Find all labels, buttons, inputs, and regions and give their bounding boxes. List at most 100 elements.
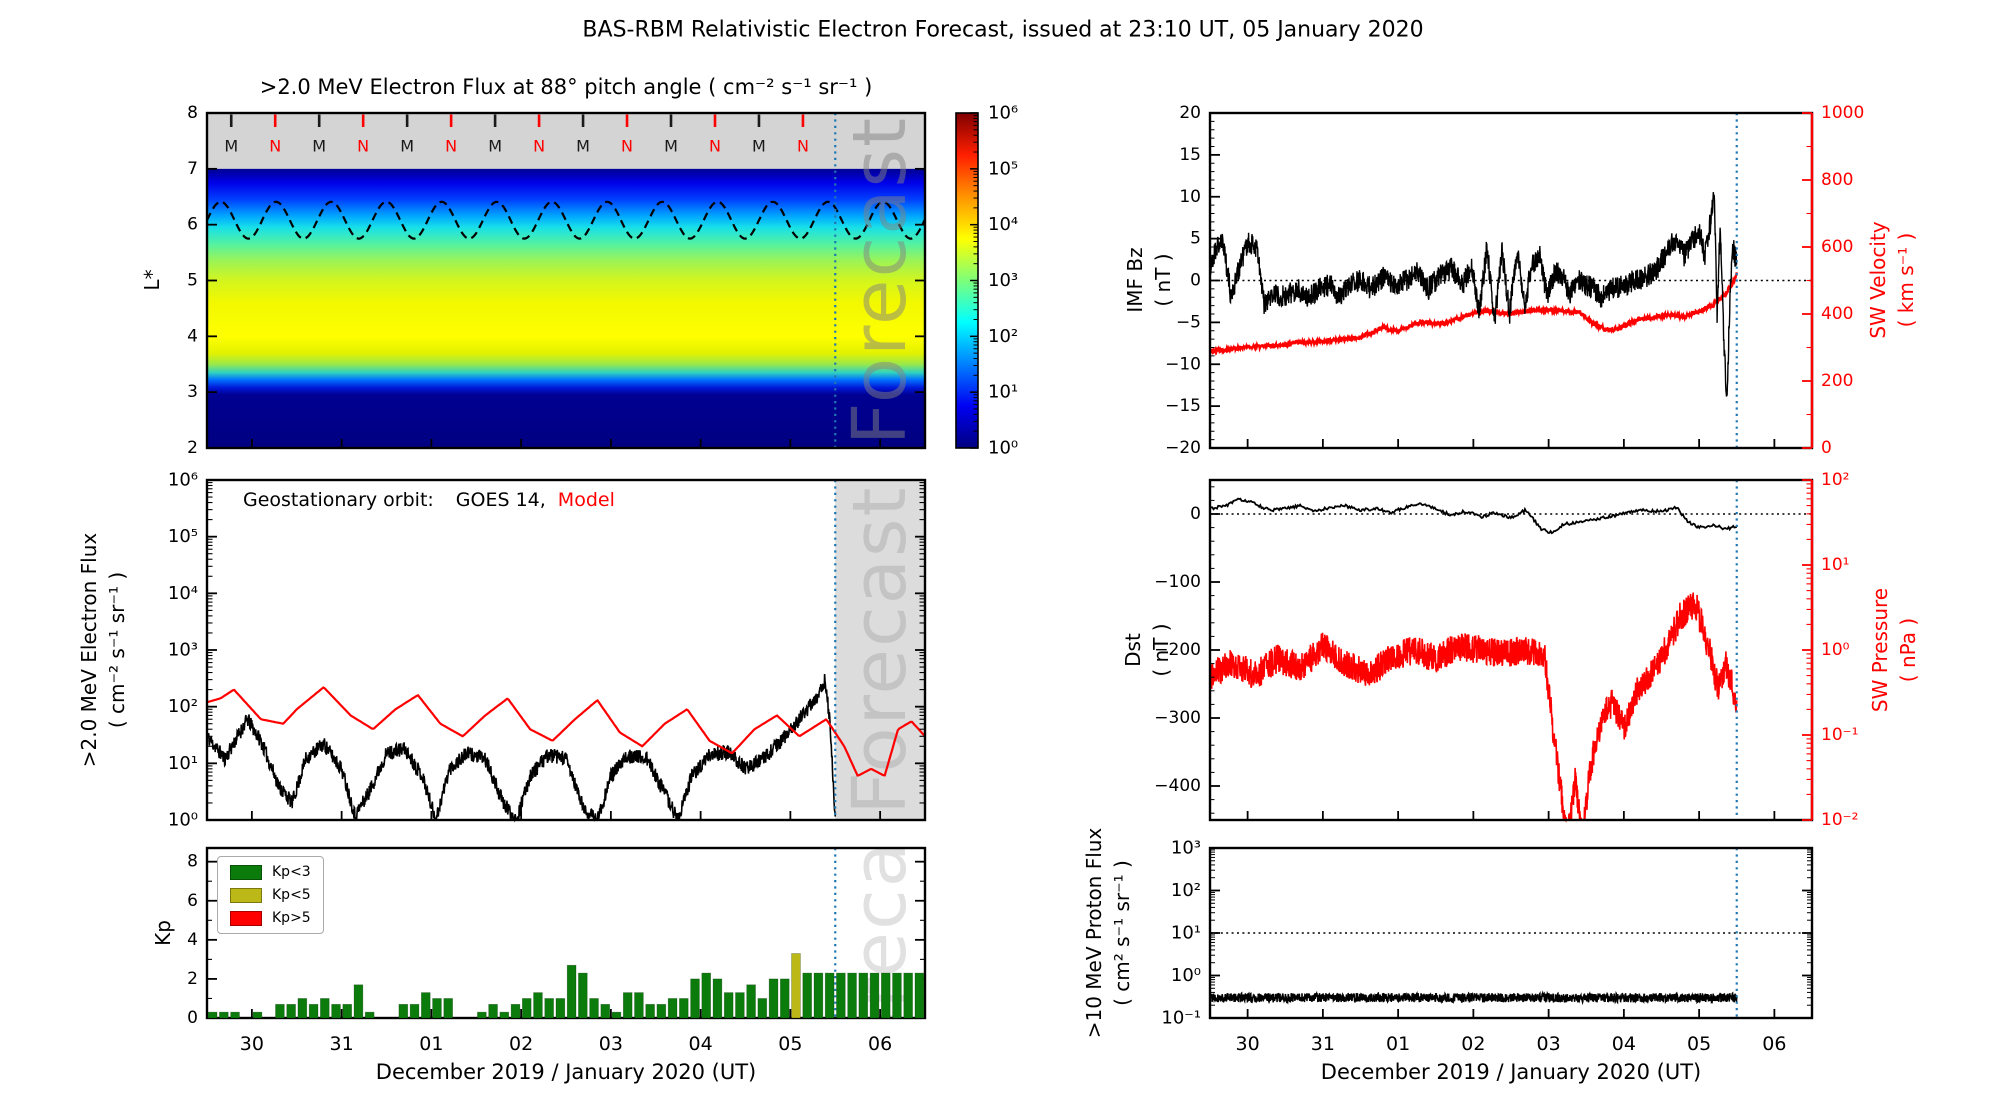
dst-ylabel: Dst ( nT ) <box>1119 623 1175 676</box>
kp-bar <box>589 998 599 1019</box>
svg-text:8: 8 <box>187 103 198 123</box>
kp-bar <box>510 1003 521 1019</box>
svg-text:M: M <box>400 137 414 156</box>
sw-pressure-ylabel: SW Pressure ( nPa ) <box>1866 588 1922 712</box>
svg-text:31: 31 <box>1311 1033 1335 1055</box>
sw-pressure-ylabel-line2: ( nPa ) <box>1896 617 1920 683</box>
svg-text:N: N <box>797 137 809 156</box>
kp-bar <box>499 1011 510 1019</box>
kp-bar <box>836 972 846 1019</box>
svg-text:−15: −15 <box>1165 396 1201 416</box>
kp-bar <box>880 972 891 1019</box>
svg-text:10³: 10³ <box>988 270 1018 291</box>
electron-flux-panel: Forecast 10⁶ 10⁵ 10⁴ 10³ 10² 10¹ 10⁰ <box>168 470 927 831</box>
svg-text:3: 3 <box>187 382 198 402</box>
kp-bar <box>645 1003 655 1019</box>
svg-text:8: 8 <box>187 852 198 872</box>
kp-bar <box>858 972 869 1019</box>
svg-text:−10: −10 <box>1165 354 1201 374</box>
svg-text:20: 20 <box>1179 103 1201 123</box>
svg-text:10⁵: 10⁵ <box>168 526 198 547</box>
kp-bar <box>364 1011 375 1019</box>
kp-bar <box>353 984 364 1019</box>
kp-bar <box>656 1003 667 1019</box>
svg-text:6: 6 <box>187 891 198 911</box>
imf-ylabel-line1: IMF Bz <box>1123 247 1147 313</box>
kp-bar <box>634 992 644 1019</box>
svg-text:04: 04 <box>1612 1033 1636 1055</box>
kp-bar <box>275 1003 285 1019</box>
goes-track-line <box>206 200 926 240</box>
svg-text:N: N <box>357 137 369 156</box>
kp-bar <box>723 992 734 1019</box>
colorbar: 10⁶ 10⁵ 10⁴ 10³ 10² 10¹ 10⁰ <box>955 103 1018 459</box>
kp-bar <box>712 978 723 1019</box>
kp-bar <box>679 998 689 1019</box>
goes-legend: Geostationary orbit: GOES 14, Model <box>243 489 615 511</box>
svg-text:0: 0 <box>1190 504 1201 524</box>
svg-text:10⁰: 10⁰ <box>168 810 198 831</box>
svg-text:N: N <box>709 137 721 156</box>
svg-text:2: 2 <box>187 438 198 458</box>
kp-legend-item: Kp>5 <box>230 910 311 926</box>
kp-bar <box>746 984 756 1019</box>
kp-bar <box>757 998 768 1019</box>
kp-bar <box>622 992 633 1019</box>
svg-text:06: 06 <box>1762 1033 1786 1055</box>
electron-flux-ylabel-line1: >2.0 MeV Electron Flux <box>77 532 101 768</box>
svg-text:4: 4 <box>187 930 198 950</box>
svg-text:02: 02 <box>1461 1033 1485 1055</box>
svg-text:0: 0 <box>187 1008 198 1028</box>
svg-text:10²: 10² <box>1171 880 1201 901</box>
svg-text:−100: −100 <box>1154 572 1201 592</box>
kp-bar <box>566 964 577 1019</box>
kp-bar <box>308 1003 319 1019</box>
kp-bar <box>432 998 442 1019</box>
svg-text:30: 30 <box>240 1033 264 1055</box>
svg-text:7: 7 <box>187 159 198 179</box>
svg-text:5: 5 <box>187 271 198 291</box>
svg-text:10⁵: 10⁵ <box>988 158 1018 179</box>
panel-border <box>205 846 927 1020</box>
svg-text:10⁰: 10⁰ <box>1821 640 1850 660</box>
svg-text:10¹: 10¹ <box>1171 923 1201 944</box>
svg-text:10¹: 10¹ <box>168 753 198 774</box>
goes-legend-satellite: GOES 14, <box>455 489 546 511</box>
kp-bar <box>667 998 678 1019</box>
svg-text:M: M <box>224 137 238 156</box>
kp-legend-swatch <box>230 910 262 926</box>
model-series <box>206 686 926 777</box>
kp-bar <box>320 998 330 1019</box>
kp-bar <box>342 1003 352 1019</box>
svg-text:10¹: 10¹ <box>1821 555 1849 575</box>
svg-text:200: 200 <box>1821 371 1853 391</box>
imf-bz-series <box>1209 192 1738 397</box>
sw-velocity-ylabel: SW Velocity ( km s⁻¹ ) <box>1864 221 1920 338</box>
svg-text:10⁶: 10⁶ <box>988 103 1018 124</box>
svg-text:600: 600 <box>1821 237 1853 257</box>
kp-ylabel: Kp <box>151 920 175 946</box>
imf-panel: 20 15 10 5 0 −5 −10 −15 −20 1000 800 600 400 200 0 <box>1165 103 1864 458</box>
dst-series <box>1209 497 1738 535</box>
svg-text:04: 04 <box>689 1033 713 1055</box>
xaxis-label-left: December 2019 / January 2020 (UT) <box>375 1060 757 1084</box>
kp-legend-swatch <box>230 887 262 903</box>
svg-text:6: 6 <box>187 215 198 235</box>
kp-bar <box>488 1003 498 1019</box>
proton-panel: 10³ 10² 10¹ 10⁰ 10⁻¹ 30 31 01 02 03 04 05 06 <box>1161 838 1814 1055</box>
svg-text:4: 4 <box>187 326 198 346</box>
svg-text:0: 0 <box>1821 438 1832 458</box>
kp-bar <box>780 978 790 1019</box>
svg-text:−20: −20 <box>1165 438 1201 458</box>
proton-ylabel-line2: ( cm² s⁻¹ sr⁻¹ ) <box>1110 860 1134 1006</box>
svg-text:10⁻¹: 10⁻¹ <box>1161 1008 1201 1029</box>
kp-bar <box>690 978 700 1019</box>
flux-heatmap <box>207 168 925 449</box>
heatmap-title: >2.0 MeV Electron Flux at 88° pitch angl… <box>259 75 873 99</box>
dst-panel: 0 −100 −200 −300 −400 10² 10¹ 10⁰ 10⁻¹ 10⁻² <box>1154 470 1858 830</box>
svg-text:10¹: 10¹ <box>988 382 1018 403</box>
sw-velocity-ylabel-line1: SW Velocity <box>1866 221 1890 339</box>
heatmap-panel: Forecast 8 7 6 5 4 3 2 <box>187 103 927 458</box>
